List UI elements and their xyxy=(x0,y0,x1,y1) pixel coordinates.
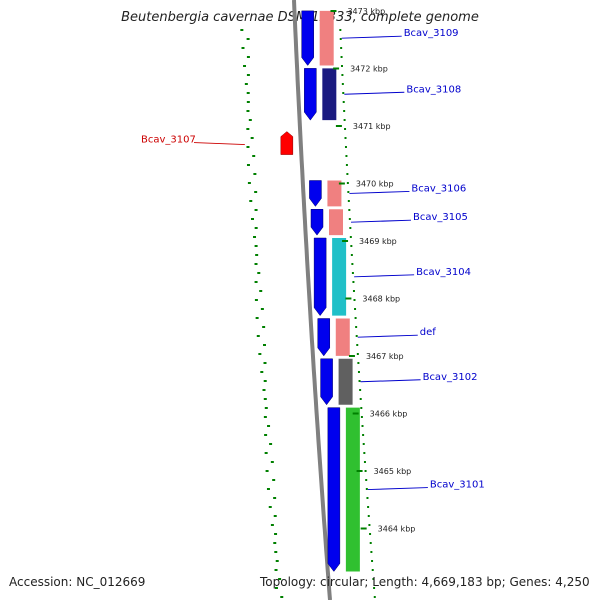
accession-label: Accession: NC_012669 xyxy=(9,575,146,589)
tick-label: 3466 kbp xyxy=(370,410,408,419)
topology-label: Topology: circular; Length: 4,669,183 bp… xyxy=(260,575,590,589)
label-leader xyxy=(349,190,410,194)
gene-arrow xyxy=(309,180,322,207)
gene-labels: Bcav_3109 Bcav_3108 Bcav_3107 Bcav_3106 Bcav… xyxy=(141,28,485,490)
gene-label: Bcav_3106 xyxy=(411,183,466,194)
gene-label: Bcav_3101 xyxy=(430,480,485,491)
cog-block xyxy=(322,68,337,121)
label-leader xyxy=(357,334,418,338)
gene-arrow xyxy=(327,407,341,572)
gene-arrow xyxy=(313,237,327,317)
gene-arrow xyxy=(301,10,314,66)
tick-label: 3469 kbp xyxy=(359,237,397,246)
label-leader xyxy=(360,379,421,383)
label-leader xyxy=(350,219,412,223)
tick-label: 3470 kbp xyxy=(356,180,394,189)
tick-label: 3471 kbp xyxy=(353,122,391,131)
cog-block xyxy=(327,180,342,207)
tick-label: 3472 kbp xyxy=(350,65,388,74)
map-title: Beutenbergia cavernae DSM 12333, complet… xyxy=(121,10,479,25)
cog-block xyxy=(332,238,347,316)
gene-arrow xyxy=(317,318,331,357)
gene-label: def xyxy=(420,327,437,338)
gene-label: Bcav_3104 xyxy=(416,267,471,278)
gene-label: Bcav_3105 xyxy=(413,212,468,223)
gene-arrow xyxy=(310,209,324,236)
cog-block xyxy=(335,318,350,356)
tick-label: 3464 kbp xyxy=(378,525,416,534)
gene-arrow xyxy=(304,68,317,121)
gene-label: Bcav_3107 xyxy=(141,135,196,146)
label-leader xyxy=(367,487,428,491)
gene-track xyxy=(280,10,360,572)
cog-block xyxy=(338,358,353,405)
tick-label: 3465 kbp xyxy=(374,467,412,476)
tick-label: 3468 kbp xyxy=(362,295,400,304)
kbp-ticks: 3473 kbp 3472 kbp 3471 kbp 3470 kbp 3469 kbp… xyxy=(330,7,415,534)
gc-content-track xyxy=(240,29,376,598)
tick-label: 3467 kbp xyxy=(366,352,404,361)
cog-block xyxy=(328,209,343,236)
label-leader xyxy=(193,142,245,146)
label-leader xyxy=(341,35,402,39)
cog-block xyxy=(319,10,334,66)
gene-arrow xyxy=(320,358,333,406)
gene-label: Bcav_3109 xyxy=(404,28,459,39)
gene-label: Bcav_3102 xyxy=(423,372,478,383)
backbone-track xyxy=(292,0,332,600)
label-leader xyxy=(344,91,405,95)
cog-block xyxy=(345,407,360,572)
label-leader xyxy=(354,274,415,278)
tick-label: 3473 kbp xyxy=(347,7,385,16)
gene-arrow xyxy=(280,131,294,155)
backbone-line xyxy=(292,0,332,600)
gene-label: Bcav_3108 xyxy=(406,84,461,95)
